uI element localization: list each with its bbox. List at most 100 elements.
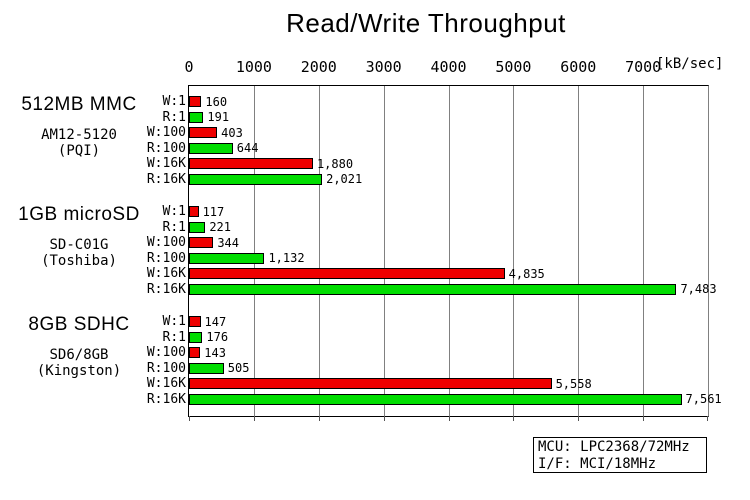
gridline <box>643 86 645 416</box>
bar-row-label: W:100 <box>146 345 186 361</box>
axis-tick-label: 6000 <box>560 58 597 76</box>
bar-group: W:1 160 R:1 191 W:100 403 R:100 644 W:16K 1,880 R:… <box>147 86 708 196</box>
axis-tick-label: 1000 <box>235 58 272 76</box>
bar-row-label: R:100 <box>146 250 186 266</box>
axis-tick-mark <box>513 416 515 421</box>
write-bar <box>189 206 199 218</box>
bar-row-label: R:1 <box>162 109 186 125</box>
axis-tick-mark <box>383 416 385 421</box>
bar-value-label: 344 <box>217 235 239 250</box>
bar-row-label: R:100 <box>146 360 186 376</box>
bar-row: W:1 117 <box>163 204 708 220</box>
bar-row-label: R:16K <box>146 281 186 297</box>
bar-value-label: 4,835 <box>508 266 545 281</box>
info-line-mcu: MCU: LPC2368/72MHz <box>538 439 690 455</box>
info-line-if: I/F: MCI/18MHz <box>538 456 657 472</box>
bar-group: W:1 117 R:1 221 W:100 344 R:100 1,132 W:16K 4,835… <box>147 196 717 306</box>
bar-row: R:16K 7,483 <box>147 282 717 298</box>
bar-row: W:100 344 <box>147 235 708 251</box>
read-bar <box>189 283 677 295</box>
read-bar <box>189 252 265 264</box>
bar-row: R:1 176 <box>163 330 708 346</box>
gridline <box>513 86 515 416</box>
bar-row-label: R:1 <box>162 329 186 345</box>
axis-tick-mark <box>253 416 255 421</box>
axis-tick-mark <box>578 416 580 421</box>
group-model-maker: SD-C01G (Toshiba) <box>0 237 158 269</box>
write-bar <box>189 158 313 170</box>
bar-value-label: 403 <box>221 125 243 140</box>
gridline <box>578 86 580 416</box>
bar-value-label: 7,561 <box>685 392 722 407</box>
axis-tick-mark <box>189 416 190 421</box>
axis-unit-label: [kB/sec] <box>656 56 724 72</box>
plot-area: [kB/sec] 0 1000 2000 3000 4000 5000 6000 7000 W… <box>147 56 723 421</box>
bar-row-label: W:16K <box>146 266 186 282</box>
bar-row: W:16K 5,558 <box>147 376 708 392</box>
axis-tick-mark <box>318 416 320 421</box>
read-bar <box>189 331 203 343</box>
bar-value-label: 1,132 <box>268 251 305 266</box>
axis-tick-label: 2000 <box>300 58 337 76</box>
group-name: 8GB SDHC <box>28 314 130 335</box>
bar-row: R:1 191 <box>163 110 708 126</box>
group-model: SD6/8GB <box>49 347 109 363</box>
bar-row-label: R:16K <box>146 391 186 407</box>
write-bar <box>189 96 202 108</box>
group-title: 8GB SDHC SD6/8GB (Kingston) <box>0 314 158 379</box>
bar-row: W:16K 4,835 <box>147 266 708 282</box>
bar-row-label: W:1 <box>162 94 186 110</box>
write-bar <box>189 268 505 280</box>
bar-row-label: R:16K <box>146 171 186 187</box>
bar-value-label: 1,880 <box>316 156 354 171</box>
gridline <box>383 86 385 416</box>
group-name: 1GB microSD <box>18 204 140 225</box>
info-box: MCU: LPC2368/72MHz I/F: MCI/18MHz <box>533 437 707 473</box>
axis-tick-mark <box>643 416 645 421</box>
bar-value-label: 117 <box>202 204 225 219</box>
bar-row: R:100 644 <box>147 141 708 157</box>
group-maker: (PQI) <box>57 143 101 159</box>
write-bar <box>189 378 552 390</box>
axis-tick-label: 7000 <box>625 58 662 76</box>
read-bar <box>189 393 682 405</box>
group-model: AM12-5120 <box>41 127 117 143</box>
read-bar <box>189 362 224 374</box>
axis-tick-label: 0 <box>184 58 194 76</box>
read-bar <box>189 173 323 185</box>
bar-value-label: 147 <box>204 314 227 329</box>
group-model-maker: AM12-5120 (PQI) <box>0 127 158 159</box>
axis-tick-label: 5000 <box>495 58 532 76</box>
write-bar <box>189 347 201 359</box>
axis-tick-label: 3000 <box>365 58 402 76</box>
bar-row-label: R:1 <box>162 219 186 235</box>
bar-row-label: W:1 <box>162 314 186 330</box>
bar-row: W:100 143 <box>147 345 708 361</box>
bar-row: R:100 505 <box>147 361 708 377</box>
bar-row-label: W:16K <box>146 376 186 392</box>
bar-group: W:1 147 R:1 176 W:100 143 R:100 505 W:16K 5,558 R:… <box>147 306 722 416</box>
bar-row-label: R:100 <box>146 140 186 156</box>
bar-value-label: 143 <box>204 345 226 360</box>
bar-row: R:100 1,132 <box>147 251 708 267</box>
bar-row: R:16K 2,021 <box>147 172 708 188</box>
bar-value-label: 505 <box>227 361 250 376</box>
group-maker: (Kingston) <box>36 363 122 379</box>
bar-value-label: 644 <box>236 141 259 156</box>
group-model-maker: SD6/8GB (Kingston) <box>0 347 158 379</box>
axis-tick-mark <box>448 416 450 421</box>
bar-row: W:100 403 <box>147 125 708 141</box>
bar-value-label: 7,483 <box>680 282 717 297</box>
bar-value-label: 176 <box>206 330 229 345</box>
axis-tick-label: 4000 <box>430 58 467 76</box>
group-title: 512MB MMC AM12-5120 (PQI) <box>0 94 158 159</box>
bar-row-label: W:100 <box>146 125 186 141</box>
write-bar <box>189 316 201 328</box>
write-bar <box>189 127 218 139</box>
bar-value-label: 2,021 <box>326 172 363 187</box>
bar-row: W:16K 1,880 <box>147 156 708 172</box>
bar-row: R:16K 7,561 <box>147 392 722 408</box>
bar-row-label: W:1 <box>162 204 186 220</box>
gridline <box>253 86 255 416</box>
